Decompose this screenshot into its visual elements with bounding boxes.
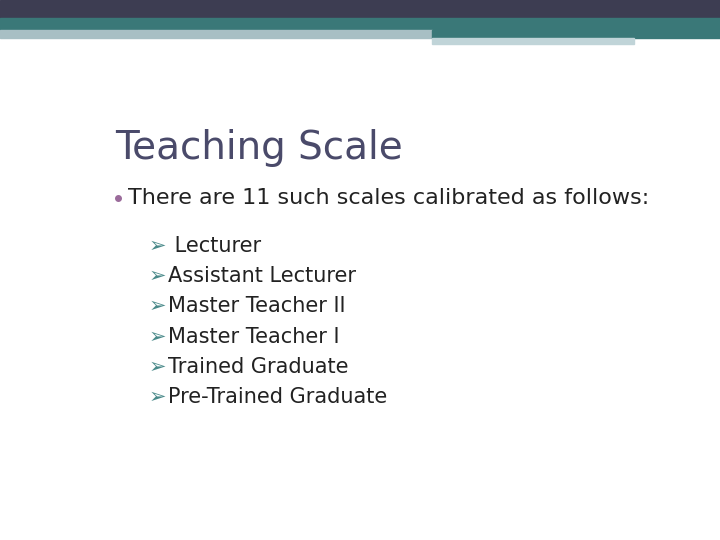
Text: Assistant Lecturer: Assistant Lecturer (168, 266, 356, 286)
Text: There are 11 such scales calibrated as follows:: There are 11 such scales calibrated as f… (128, 188, 649, 208)
Text: Pre-Trained Graduate: Pre-Trained Graduate (168, 387, 387, 408)
Text: ➢: ➢ (148, 266, 166, 286)
Text: Lecturer: Lecturer (168, 235, 261, 255)
Text: ➢: ➢ (148, 387, 166, 408)
Text: ➢: ➢ (148, 235, 166, 255)
Text: Master Teacher II: Master Teacher II (168, 296, 346, 316)
Text: Trained Graduate: Trained Graduate (168, 357, 348, 377)
Text: ➢: ➢ (148, 357, 166, 377)
Text: Master Teacher I: Master Teacher I (168, 327, 340, 347)
Text: ➢: ➢ (148, 327, 166, 347)
Text: ➢: ➢ (148, 296, 166, 316)
Text: Teaching Scale: Teaching Scale (115, 129, 403, 167)
